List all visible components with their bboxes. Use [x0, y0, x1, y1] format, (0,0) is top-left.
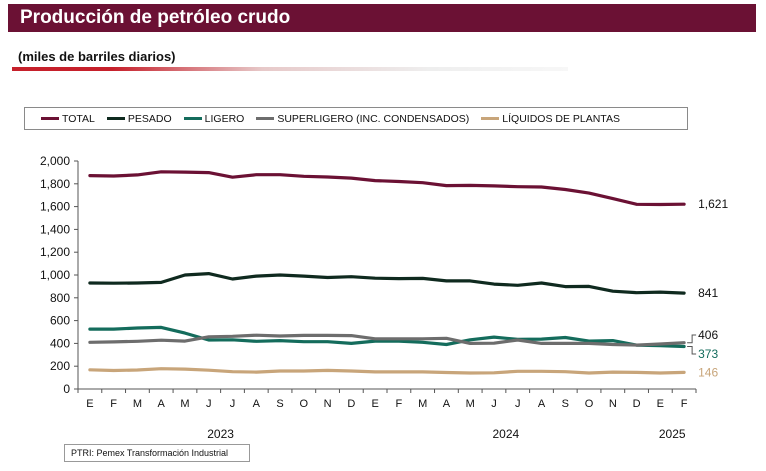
- series-line-2: [88, 325, 686, 349]
- legend-label: SUPERLIGERO (INC. CONDENSADOS): [277, 112, 470, 125]
- series-line-1: [88, 272, 686, 295]
- x-tick-label: M: [180, 398, 189, 410]
- subtitle-underline: [12, 67, 568, 71]
- chart-title: Producción de petróleo crudo: [20, 7, 291, 28]
- end-label-leader: [687, 346, 697, 355]
- x-tick-label: A: [253, 398, 261, 410]
- legend-label: LÍQUIDOS DE PLANTAS: [502, 112, 620, 125]
- legend: TOTAL PESADO LIGERO SUPERLIGERO (INC. CONDE…: [24, 107, 688, 130]
- x-tick-label: A: [158, 398, 166, 410]
- x-tick-label: J: [491, 398, 497, 410]
- end-value-label: 373: [698, 347, 718, 361]
- legend-item: TOTAL: [41, 113, 95, 125]
- chart-subtitle: (miles de barriles diarios): [18, 49, 176, 64]
- x-tick-label: M: [133, 398, 142, 410]
- legend-swatch: [256, 117, 275, 120]
- x-tick-label: F: [681, 398, 688, 410]
- x-tick-label: E: [86, 398, 93, 410]
- y-tick-label: 1,400: [40, 222, 70, 236]
- legend-swatch: [481, 117, 500, 120]
- x-tick-label: E: [371, 398, 378, 410]
- x-tick-label: A: [538, 398, 546, 410]
- legend-item: LIGERO: [183, 112, 245, 125]
- end-value-label: 146: [698, 365, 718, 379]
- x-tick-label: D: [347, 398, 355, 410]
- legend-swatch: [183, 117, 202, 120]
- legend-label: PESADO: [127, 112, 172, 125]
- x-tick-label: O: [300, 398, 309, 410]
- year-label: 2024: [492, 427, 519, 441]
- end-value-label: 1,621: [698, 197, 728, 211]
- x-tick-label: J: [230, 398, 236, 410]
- x-tick-label: O: [585, 398, 594, 410]
- y-tick-label: 600: [50, 314, 70, 328]
- end-value-label: 841: [698, 286, 718, 300]
- x-tick-label: E: [657, 398, 664, 410]
- x-tick-label: S: [276, 398, 283, 410]
- legend-item: PESADO: [106, 112, 172, 125]
- x-tick-label: M: [418, 398, 427, 410]
- y-tick-label: 400: [50, 336, 70, 350]
- source-note: PTRI: Pemex Transformación Industrial: [64, 444, 250, 462]
- end-label-leader: [687, 334, 697, 344]
- legend-swatch: [106, 117, 125, 120]
- y-tick-label: 1,800: [40, 177, 70, 191]
- x-tick-label: D: [633, 398, 641, 410]
- y-tick-label: 0: [63, 382, 70, 396]
- x-tick-label: F: [396, 398, 403, 410]
- year-label: 2025: [659, 427, 686, 441]
- x-tick-label: N: [324, 398, 332, 410]
- series-line-4: [88, 367, 686, 375]
- y-tick-label: 1,600: [40, 200, 70, 214]
- x-tick-label: J: [515, 398, 521, 410]
- y-tick-label: 200: [50, 359, 70, 373]
- x-tick-label: N: [609, 398, 617, 410]
- legend-label: LIGERO: [204, 112, 245, 125]
- legend-item: LÍQUIDOS DE PLANTAS: [481, 113, 620, 125]
- series-line-3: [88, 333, 686, 347]
- x-tick-label: F: [110, 398, 117, 410]
- legend-label: TOTAL: [62, 112, 95, 125]
- x-tick-label: M: [466, 398, 475, 410]
- y-tick-label: 800: [50, 291, 70, 305]
- y-tick-label: 2,000: [40, 154, 70, 168]
- end-value-label: 406: [698, 328, 718, 342]
- title-bar: Producción de petróleo crudo: [8, 4, 756, 32]
- y-tick-label: 1,200: [40, 245, 70, 259]
- x-tick-label: A: [443, 398, 451, 410]
- y-tick-label: 1,000: [40, 268, 70, 282]
- year-label: 2023: [207, 427, 234, 441]
- x-tick-label: S: [562, 398, 569, 410]
- legend-item: SUPERLIGERO (INC. CONDENSADOS): [256, 113, 469, 125]
- series-line-0: [88, 170, 686, 207]
- legend-swatch: [41, 117, 59, 120]
- x-tick-label: J: [206, 398, 212, 410]
